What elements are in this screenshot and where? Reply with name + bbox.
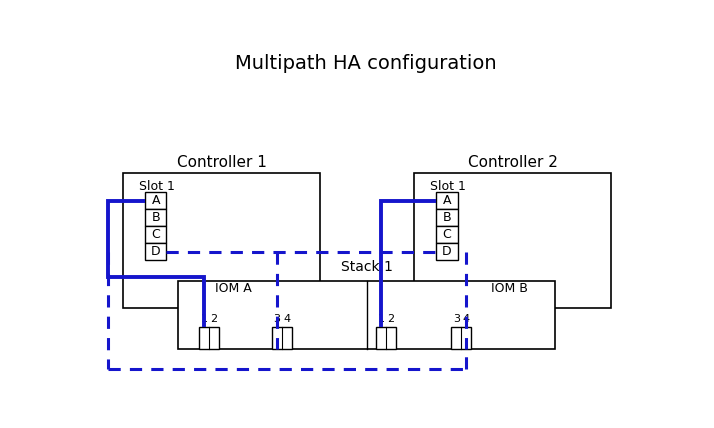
- Bar: [145, 243, 166, 260]
- Bar: [272, 327, 292, 348]
- Text: 4: 4: [283, 314, 291, 324]
- Text: 3: 3: [453, 314, 460, 324]
- Bar: [436, 243, 458, 260]
- Bar: [414, 173, 610, 308]
- Text: 2: 2: [388, 314, 395, 324]
- Bar: [436, 209, 458, 226]
- Text: 1: 1: [201, 314, 207, 324]
- Text: B: B: [443, 211, 451, 224]
- Text: B: B: [151, 211, 160, 224]
- Bar: [451, 327, 471, 348]
- Text: IOM A: IOM A: [215, 282, 252, 295]
- Text: A: A: [443, 194, 451, 207]
- Bar: [145, 226, 166, 243]
- Text: A: A: [151, 194, 160, 207]
- Text: 1: 1: [378, 314, 384, 324]
- Bar: [124, 173, 320, 308]
- Text: Controller 1: Controller 1: [176, 155, 266, 170]
- Bar: [145, 192, 166, 209]
- Bar: [436, 192, 458, 209]
- Text: 2: 2: [211, 314, 217, 324]
- Bar: [178, 281, 555, 348]
- Bar: [436, 226, 458, 243]
- Bar: [198, 327, 219, 348]
- Text: Stack 1: Stack 1: [341, 260, 393, 274]
- Bar: [376, 327, 396, 348]
- Text: 4: 4: [463, 314, 470, 324]
- Bar: [145, 209, 166, 226]
- Text: C: C: [443, 228, 451, 241]
- Text: Slot 1: Slot 1: [430, 180, 466, 193]
- Text: D: D: [442, 245, 451, 258]
- Text: IOM B: IOM B: [491, 282, 528, 295]
- Text: D: D: [151, 245, 161, 258]
- Text: Slot 1: Slot 1: [139, 180, 175, 193]
- Text: Multipath HA configuration: Multipath HA configuration: [235, 54, 497, 73]
- Text: Controller 2: Controller 2: [468, 155, 558, 170]
- Text: C: C: [151, 228, 160, 241]
- Text: 3: 3: [273, 314, 281, 324]
